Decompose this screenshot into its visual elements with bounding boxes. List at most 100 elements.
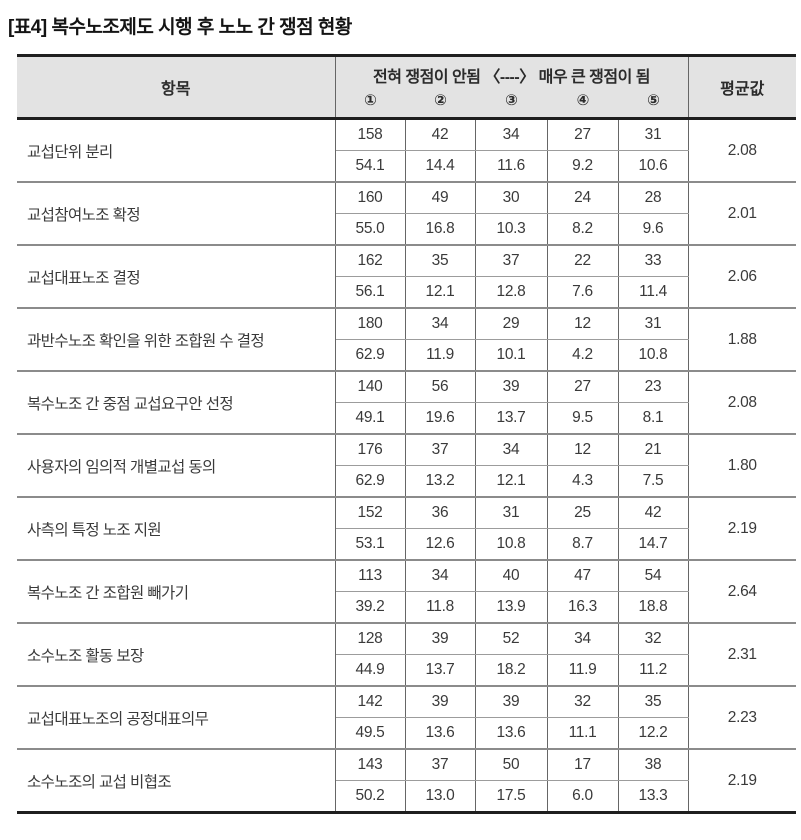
percent-cell: 39.2 [335,591,406,623]
average-cell: 2.19 [688,496,797,560]
count-cell: 152 [335,496,406,529]
percent-cell: 13.0 [405,780,476,813]
count-cell: 36 [405,496,476,529]
table-row-counts: 과반수노조 확인을 위한 조합원 수 결정 180 34 29 12 31 1.… [17,307,797,371]
item-label: 과반수노조 확인을 위한 조합원 수 결정 [17,307,336,371]
table-row-percents: 39.2 11.8 13.9 16.3 18.8 [17,591,796,623]
count-cell: 17 [547,748,619,781]
table-row-percents: 62.9 11.9 10.1 4.2 10.8 [17,339,796,371]
percent-cell: 62.9 [335,465,406,497]
count-cell: 39 [405,622,476,655]
percent-cell: 8.2 [547,213,619,245]
table-row-percents: 53.1 12.6 10.8 8.7 14.7 [17,528,796,560]
count-cell: 28 [618,181,689,214]
scale-point-2: ② [434,92,447,109]
count-cell: 29 [475,307,548,340]
percent-cell: 4.3 [547,465,619,497]
table-row-counts: 소수노조의 교섭 비협조 143 37 50 17 38 2.19 [17,748,797,813]
percent-cell: 12.1 [475,465,548,497]
count-cell: 34 [405,307,476,340]
percent-cell: 10.6 [618,150,689,182]
count-cell: 54 [618,559,689,592]
count-cell: 23 [618,370,689,403]
count-cell: 39 [405,685,476,718]
percent-cell: 8.7 [547,528,619,560]
item-label: 교섭단위 분리 [17,117,336,182]
count-cell: 35 [405,244,476,277]
count-cell: 12 [547,307,619,340]
percent-cell: 7.5 [618,465,689,497]
count-cell: 160 [335,181,406,214]
percent-cell: 11.9 [547,654,619,686]
table-row-counts: 사용자의 임의적 개별교섭 동의 176 37 34 12 21 1.80 [17,433,797,497]
percent-cell: 10.8 [475,528,548,560]
count-cell: 180 [335,307,406,340]
count-cell: 34 [475,117,548,151]
percent-cell: 13.6 [475,717,548,749]
percent-cell: 9.6 [618,213,689,245]
count-cell: 158 [335,117,406,151]
item-label: 소수노조 활동 보장 [17,622,336,686]
percent-cell: 11.8 [405,591,476,623]
percent-cell: 14.7 [618,528,689,560]
count-cell: 32 [547,685,619,718]
percent-cell: 17.5 [475,780,548,813]
count-cell: 47 [547,559,619,592]
percent-cell: 4.2 [547,339,619,371]
count-cell: 25 [547,496,619,529]
count-cell: 176 [335,433,406,466]
table-row-counts: 복수노조 간 중점 교섭요구안 선정 140 56 39 27 23 2.08 [17,370,797,434]
percent-cell: 13.2 [405,465,476,497]
table-row-counts: 교섭대표노조 결정 162 35 37 22 33 2.06 [17,244,797,308]
table-row-counts: 소수노조 활동 보장 128 39 52 34 32 2.31 [17,622,797,686]
table-row-percents: 49.1 19.6 13.7 9.5 8.1 [17,402,796,434]
percent-cell: 11.9 [405,339,476,371]
count-cell: 37 [405,433,476,466]
page: [표4] 복수노조제도 시행 후 노노 간 쟁점 현황 항목 전혀 쟁점이 안됨… [8,17,797,814]
percent-cell: 53.1 [335,528,406,560]
item-label: 복수노조 간 조합원 빼가기 [17,559,336,623]
percent-cell: 16.3 [547,591,619,623]
average-cell: 1.80 [688,433,797,497]
percent-cell: 13.9 [475,591,548,623]
count-cell: 31 [618,307,689,340]
count-cell: 143 [335,748,406,781]
table-row-percents: 49.5 13.6 13.6 11.1 12.2 [17,717,796,749]
item-label: 소수노조의 교섭 비협조 [17,748,336,813]
count-cell: 31 [618,117,689,151]
count-cell: 142 [335,685,406,718]
scale-point-1: ① [364,92,377,109]
percent-cell: 14.4 [405,150,476,182]
percent-cell: 11.2 [618,654,689,686]
table-row-percents: 54.1 14.4 11.6 9.2 10.6 [17,150,796,182]
count-cell: 32 [618,622,689,655]
percent-cell: 62.9 [335,339,406,371]
percent-cell: 44.9 [335,654,406,686]
count-cell: 34 [405,559,476,592]
item-label: 교섭대표노조 결정 [17,244,336,308]
count-cell: 34 [475,433,548,466]
average-cell: 2.19 [688,748,797,813]
table-row-percents: 55.0 16.8 10.3 8.2 9.6 [17,213,796,245]
table-row-counts: 교섭단위 분리 158 42 34 27 31 2.08 [17,117,797,182]
item-label: 복수노조 간 중점 교섭요구안 선정 [17,370,336,434]
table-row-percents: 44.9 13.7 18.2 11.9 11.2 [17,654,796,686]
table-title: [표4] 복수노조제도 시행 후 노노 간 쟁점 현황 [8,17,352,38]
count-cell: 42 [618,496,689,529]
percent-cell: 49.5 [335,717,406,749]
count-cell: 37 [405,748,476,781]
average-cell: 2.31 [688,622,797,686]
scale-point-4: ④ [576,92,590,109]
scale-range-label: 전혀 쟁점이 안됨 〈----〉 매우 큰 쟁점이 됨 [373,69,651,86]
count-cell: 40 [475,559,548,592]
percent-cell: 12.8 [475,276,548,308]
count-cell: 27 [547,370,619,403]
percent-cell: 49.1 [335,402,406,434]
percent-cell: 7.6 [547,276,619,308]
scale-point-5: ⑤ [647,92,660,109]
percent-cell: 11.4 [618,276,689,308]
percent-cell: 54.1 [335,150,406,182]
item-label: 사용자의 임의적 개별교섭 동의 [17,433,336,497]
percent-cell: 13.7 [475,402,548,434]
table-row-counts: 사측의 특정 노조 지원 152 36 31 25 42 2.19 [17,496,797,560]
